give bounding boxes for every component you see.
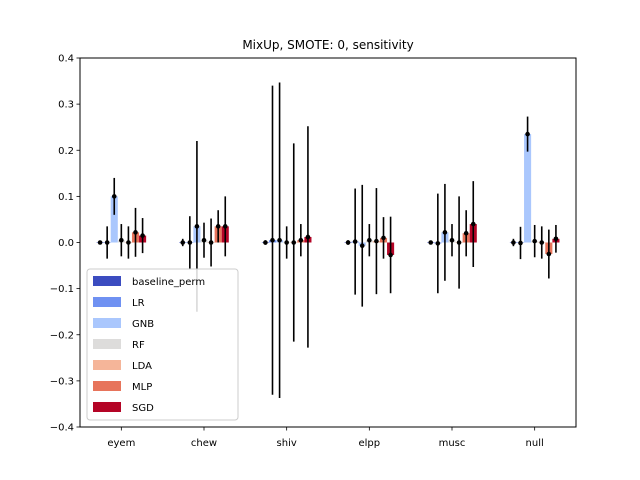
y-tick-label: −0.4 — [50, 423, 74, 434]
y-tick-label: 0.1 — [58, 192, 74, 203]
mean-point — [140, 233, 145, 238]
mean-point — [470, 221, 476, 227]
mean-point — [442, 230, 448, 235]
mean-point — [126, 240, 131, 245]
y-tick-label: −0.3 — [50, 376, 74, 387]
mean-point — [428, 240, 434, 245]
x-tick-label: eyem — [107, 438, 135, 449]
mean-point — [367, 237, 372, 243]
x-tick-label: elpp — [359, 438, 381, 449]
legend-swatch — [93, 297, 121, 307]
mean-point — [511, 240, 516, 245]
legend-swatch — [93, 381, 121, 391]
legend-swatch — [93, 339, 121, 349]
mean-point — [222, 224, 228, 229]
mean-point — [215, 224, 221, 229]
legend-swatch — [93, 402, 121, 412]
mean-point — [97, 240, 103, 245]
legend-label: RF — [132, 340, 145, 351]
x-tick-label: null — [526, 438, 544, 449]
mean-point — [539, 240, 545, 245]
mean-point — [553, 236, 559, 242]
mean-point — [435, 241, 441, 246]
mean-point — [456, 240, 462, 245]
mean-point — [298, 237, 304, 243]
mean-point — [187, 240, 193, 245]
x-tick-label: shiv — [277, 438, 297, 449]
mean-point — [463, 230, 469, 236]
y-tick-label: 0.4 — [58, 54, 74, 65]
legend-swatch — [93, 360, 121, 370]
legend-label: baseline_perm — [132, 277, 205, 288]
legend-label: MLP — [132, 382, 152, 393]
mean-point — [374, 238, 379, 244]
mean-point — [133, 230, 138, 235]
mean-point — [532, 238, 537, 244]
plot-frame — [79, 57, 577, 428]
mean-point — [284, 240, 289, 245]
mean-point — [449, 237, 455, 243]
mean-point — [263, 240, 268, 245]
mean-point — [546, 251, 552, 257]
x-tick-label: chew — [191, 438, 217, 449]
mean-point — [345, 240, 351, 245]
mean-point — [305, 234, 311, 240]
legend-label: LR — [132, 298, 145, 309]
legend-swatch — [93, 276, 121, 286]
chart-title: MixUp, SMOTE: 0, sensitivity — [242, 38, 413, 52]
mean-point — [518, 240, 523, 246]
x-tick-label: musc — [439, 438, 466, 449]
mean-point — [104, 240, 110, 245]
legend-box — [86, 268, 239, 421]
y-tick-label: 0.2 — [58, 146, 74, 157]
y-tick-label: −0.1 — [50, 284, 74, 295]
mean-point — [359, 243, 365, 249]
legend-label: LDA — [132, 361, 152, 372]
y-tick-label: 0.0 — [58, 238, 74, 249]
mean-point — [388, 252, 393, 258]
mean-point — [270, 237, 275, 243]
mean-point — [201, 237, 207, 243]
mean-point — [111, 194, 117, 199]
mean-point — [352, 239, 358, 244]
bar — [524, 134, 532, 243]
mean-point — [525, 131, 530, 137]
y-tick-label: −0.2 — [50, 330, 74, 341]
legend-label: GNB — [132, 319, 154, 330]
mean-point — [180, 240, 186, 245]
legend-swatch — [93, 318, 121, 328]
bar — [110, 196, 118, 243]
legend-label: SGD — [132, 403, 154, 414]
mean-point — [381, 235, 386, 241]
mean-point — [291, 240, 297, 245]
mean-point — [119, 237, 124, 243]
mean-point — [277, 237, 282, 243]
mean-point — [208, 240, 214, 245]
y-tick-label: 0.3 — [58, 100, 74, 111]
mean-point — [194, 224, 200, 229]
